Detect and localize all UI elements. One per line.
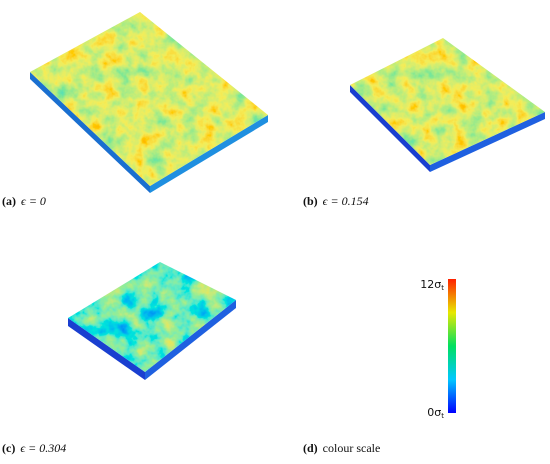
text-part: ϵ = 0.304 (20, 441, 66, 455)
text-part: t (441, 412, 444, 420)
text-part: t (441, 284, 444, 292)
text-part: (b) (303, 194, 318, 208)
text-part: ϵ = 0 (21, 194, 46, 208)
text-part: (c) (2, 441, 15, 455)
text-part: 0σ (427, 406, 441, 419)
caption-d: (d) colour scale (303, 441, 380, 455)
text-part: (d) (303, 441, 318, 455)
caption-b: (b) ϵ = 0.154 (303, 194, 369, 208)
scale-max: 12σt (420, 278, 444, 292)
plate-a (30, 12, 268, 193)
text-part: 12σ (420, 278, 441, 291)
plate-b (350, 38, 545, 172)
text-part: colour scale (323, 441, 381, 455)
caption-c: (c) ϵ = 0.304 (2, 441, 66, 455)
plate-c (68, 262, 236, 380)
scale-min: 0σt (427, 406, 444, 420)
text-part: (a) (2, 194, 16, 208)
colour-bar (448, 279, 456, 413)
caption-a: (a) ϵ = 0 (2, 194, 46, 208)
text-part: ϵ = 0.154 (323, 194, 369, 208)
